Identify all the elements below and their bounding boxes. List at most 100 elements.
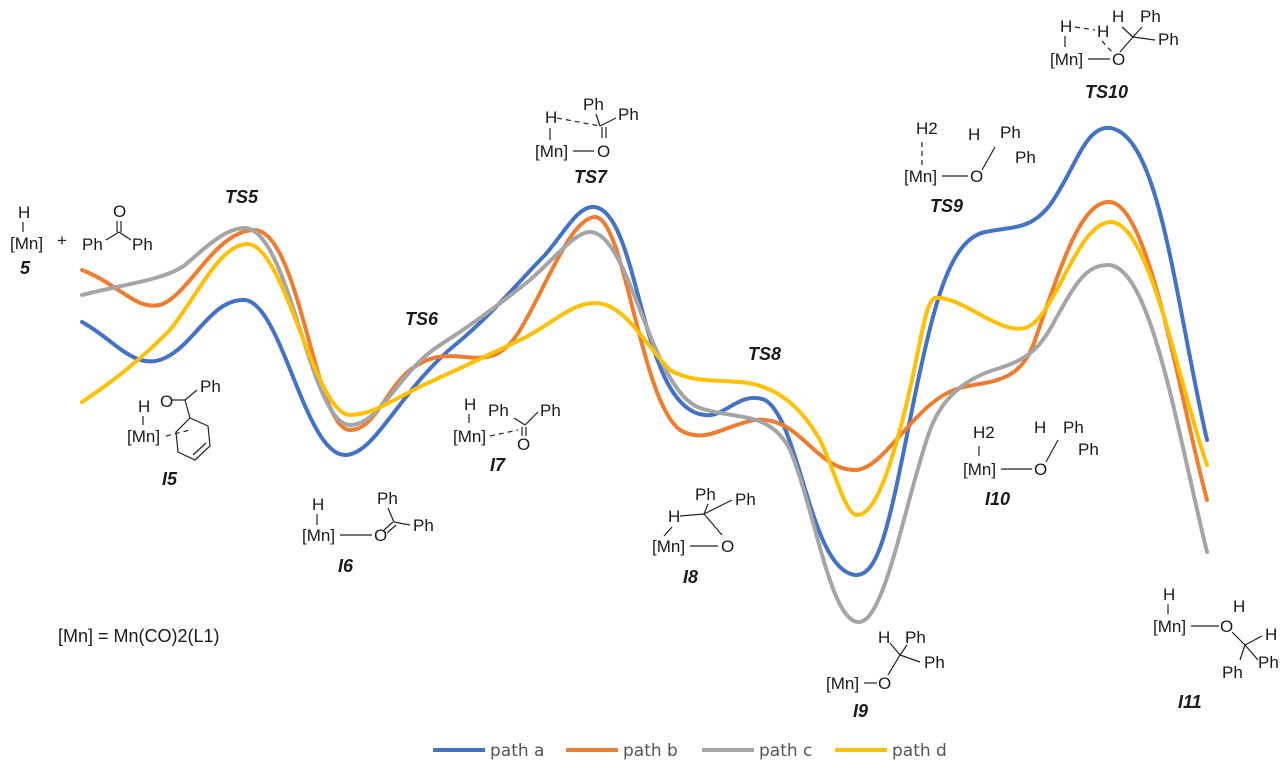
i10-oc — [1045, 439, 1059, 463]
i7-label: I7 — [490, 455, 506, 475]
i8-hc — [679, 513, 705, 517]
i8-cph2 — [703, 499, 733, 515]
i10-label: I10 — [985, 489, 1010, 509]
ts7-h: H — [545, 108, 557, 127]
i6-cph2 — [393, 521, 411, 526]
i11-ph1: Ph — [1222, 663, 1243, 682]
i11-h2: H — [1265, 625, 1277, 644]
i10-mn: [Mn] — [963, 460, 996, 479]
i9-mn: [Mn] — [826, 674, 859, 693]
i9-ph2: Ph — [924, 653, 945, 672]
i10-h2: H2 — [973, 423, 995, 442]
path-d-curve — [80, 219, 1209, 517]
bp-ph2: Ph — [132, 235, 153, 254]
ts10-h3: H — [1112, 7, 1124, 26]
i8-cph1 — [703, 503, 709, 515]
ts10-o: O — [1112, 50, 1125, 69]
bp-o: O — [113, 202, 126, 221]
i6-oc1 — [383, 521, 394, 531]
i8-arrow — [663, 526, 673, 537]
ts9-o: O — [970, 167, 983, 186]
ts9-ph1: Ph — [1000, 123, 1021, 142]
i5-ph: Ph — [200, 377, 221, 396]
legend-label-a: path a — [490, 741, 544, 761]
ts9-h2: H2 — [916, 119, 938, 138]
i5-ring — [175, 417, 211, 461]
i11-h: H — [1163, 585, 1175, 604]
ts9-mn: [Mn] — [904, 167, 937, 186]
i7-ph1: Ph — [488, 401, 509, 420]
ts10-dash2 — [1101, 40, 1113, 53]
i11-oh: H — [1233, 597, 1245, 616]
i8-h: H — [668, 507, 680, 526]
i9-cph1 — [899, 644, 908, 656]
i8-o: O — [721, 537, 734, 556]
i6-o: O — [374, 526, 387, 545]
legend-label-b: path b — [623, 741, 678, 761]
i6-oc2 — [386, 524, 397, 534]
i11-o: O — [1220, 617, 1233, 636]
i6-label: I6 — [338, 556, 354, 576]
i11-oc — [1231, 631, 1246, 646]
ts7-mn: [Mn] — [535, 142, 568, 161]
ts9-ph2: Ph — [1015, 148, 1036, 167]
path-a-curve — [80, 125, 1209, 577]
ts10-h1: H — [1060, 17, 1072, 36]
ts7-dash — [556, 117, 601, 127]
ts5-label: TS5 — [225, 187, 259, 207]
i7-cph2 — [524, 411, 539, 426]
i7-h: H — [464, 395, 476, 414]
i11-cph1 — [1239, 644, 1246, 661]
mn-definition-note: [Mn] = Mn(CO)2(L1) — [58, 626, 220, 646]
i10-ph1: Ph — [1063, 418, 1084, 437]
i11-cph2 — [1244, 644, 1259, 661]
i9-ph1: Ph — [905, 628, 926, 647]
i11-label: I11 — [1178, 692, 1202, 712]
ts7-cph1 — [595, 113, 601, 127]
i6-cph1 — [387, 507, 395, 523]
ts10-hc — [1121, 26, 1134, 38]
ts9-h: H — [968, 125, 980, 144]
i7-o: O — [517, 435, 530, 454]
i9-h: H — [878, 628, 890, 647]
i9-o: O — [878, 674, 891, 693]
ts10-co — [1119, 36, 1134, 53]
ts10-cph1 — [1132, 26, 1143, 38]
ts10-cph2 — [1132, 36, 1156, 41]
i5-h: H — [138, 397, 150, 416]
i9-cph2 — [899, 654, 921, 663]
i8-mn: [Mn] — [652, 537, 685, 556]
i8-co — [703, 513, 723, 536]
i8-label: I8 — [683, 567, 698, 587]
ts10-ph2: Ph — [1158, 30, 1179, 49]
ts10-label: TS10 — [1085, 82, 1128, 102]
bp-ph1: Ph — [82, 235, 103, 254]
s5-h: H — [18, 203, 30, 222]
i5-ring-db — [192, 442, 207, 456]
i10-ph2: Ph — [1078, 440, 1099, 459]
legend-label-c: path c — [759, 741, 812, 761]
i8-ph2: Ph — [735, 490, 756, 509]
bp-b1 — [105, 231, 120, 241]
i10-o: O — [1034, 460, 1047, 479]
ts9-oc — [981, 146, 996, 171]
ts7-ph1: Ph — [583, 95, 604, 114]
i6-mn: [Mn] — [302, 526, 335, 545]
i11-ch — [1244, 635, 1263, 646]
ts10-mn: [Mn] — [1050, 50, 1083, 69]
i7-cph1 — [513, 417, 526, 426]
i7-ph2: Ph — [540, 401, 561, 420]
ts10-ph1: Ph — [1140, 7, 1161, 26]
ts6-label: TS6 — [405, 309, 439, 329]
i9-co — [887, 654, 901, 676]
ts10-dash1 — [1074, 26, 1096, 31]
i11-mn: [Mn] — [1153, 617, 1186, 636]
plus-sign: + — [57, 231, 67, 250]
i7-dash — [489, 429, 519, 437]
i5-label: I5 — [162, 469, 178, 489]
i8-ph1: Ph — [695, 485, 716, 504]
i5-mn: [Mn] — [127, 427, 160, 446]
i6-ph1: Ph — [377, 489, 398, 508]
s5-label: 5 — [20, 258, 31, 278]
